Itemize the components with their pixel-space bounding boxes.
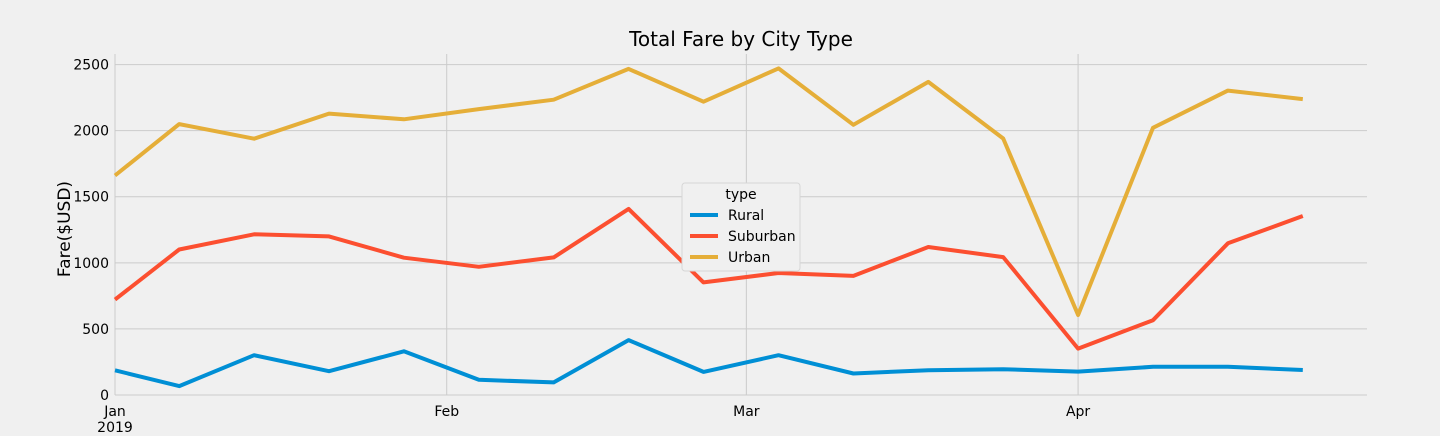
y-tick-label: 1500 (73, 190, 109, 206)
legend-label: Urban (728, 250, 770, 266)
legend-box (681, 182, 801, 272)
y-tick-label: 1000 (73, 256, 109, 272)
x-tick-sublabel: 2019 (97, 420, 133, 432)
series-line-rural (114, 338, 1303, 389)
x-tick-label: Feb (434, 404, 459, 420)
y-tick-label: 500 (82, 322, 109, 338)
y-tick-label: 2000 (73, 124, 109, 140)
y-axis-label: Fare($USD) (55, 181, 75, 277)
legend-title: type (725, 187, 756, 203)
legend-items: Rural Suburban Urban (690, 208, 796, 266)
series-lines (113, 66, 1304, 389)
legend-label: Rural (728, 208, 764, 224)
x-tick-label: Jan (103, 404, 126, 420)
y-tick-label: 2500 (73, 58, 109, 74)
x-tick-label: Apr (1066, 404, 1090, 420)
x-tick-label: Mar (733, 404, 760, 420)
y-tick-label: 0 (100, 388, 109, 404)
legend: type Rural Suburban Urban (681, 182, 801, 272)
series-line-suburban (113, 206, 1304, 351)
series-line-urban (113, 66, 1304, 317)
legend-label: Suburban (728, 229, 796, 245)
chart-title: Total Fare by City Type (628, 27, 853, 51)
